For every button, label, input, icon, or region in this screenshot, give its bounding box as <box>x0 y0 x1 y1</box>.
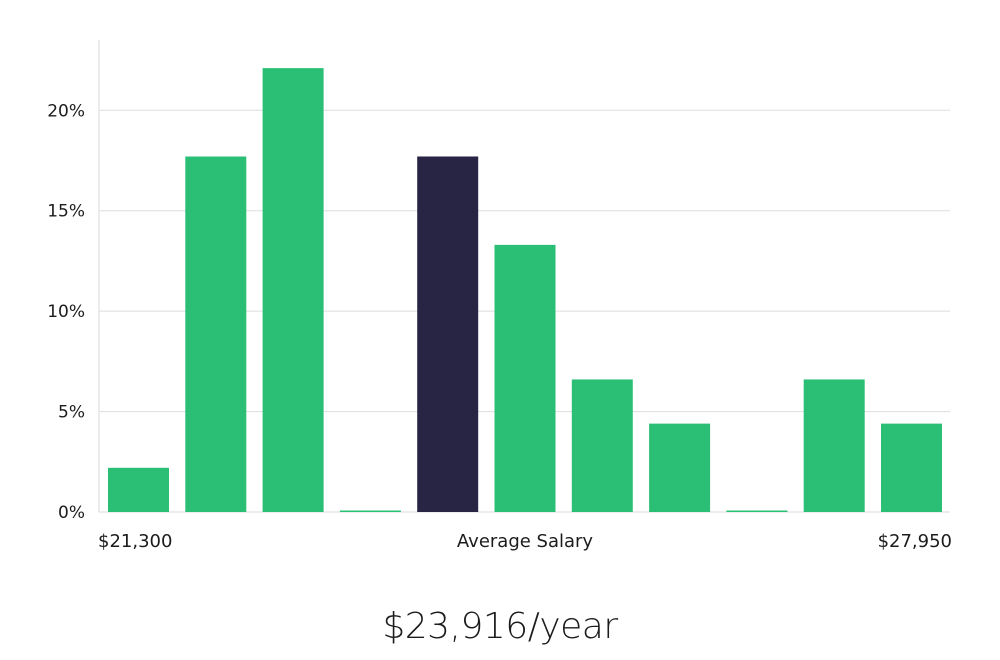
y-tick-label: 5% <box>58 403 85 423</box>
salary-histogram: 0% 5% 10% 15% 20% $21,300 Average Salary $27… <box>47 40 952 552</box>
y-tick-label: 20% <box>47 101 85 121</box>
x-label-min: $21,300 <box>98 531 172 552</box>
bar <box>185 156 247 512</box>
bars <box>108 68 942 513</box>
bar <box>339 510 401 512</box>
average-salary-value: $23,916/year <box>382 606 618 647</box>
bar <box>571 379 633 512</box>
bar-average <box>417 156 479 512</box>
bar <box>108 467 169 512</box>
bar <box>803 379 865 512</box>
bar <box>881 423 942 512</box>
x-label-max: $27,950 <box>878 531 952 552</box>
y-tick-label: 0% <box>58 503 85 523</box>
bar <box>494 244 556 512</box>
y-tick-label: 15% <box>47 202 85 222</box>
x-label-center: Average Salary <box>457 531 594 552</box>
bar <box>726 510 788 512</box>
y-tick-labels: 0% 5% 10% 15% 20% <box>47 101 85 523</box>
y-tick-label: 10% <box>47 302 85 322</box>
bar <box>262 68 324 513</box>
bar <box>649 423 711 512</box>
